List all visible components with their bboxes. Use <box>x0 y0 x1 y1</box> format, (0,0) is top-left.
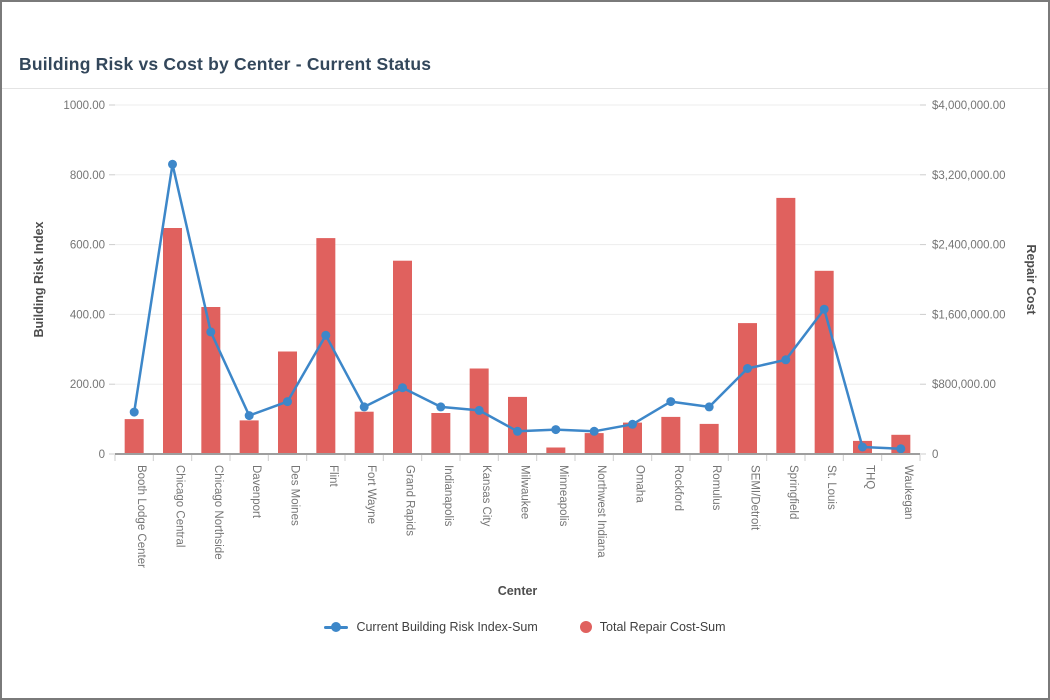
line-point-THQ[interactable] <box>858 442 867 452</box>
svg-text:Booth Lodge Center: Booth Lodge Center <box>135 465 147 568</box>
svg-text:Des Moines: Des Moines <box>289 465 301 526</box>
line-point-Waukegan[interactable] <box>896 444 906 454</box>
svg-text:Flint: Flint <box>327 465 339 488</box>
line-point-Flint[interactable] <box>321 330 331 340</box>
line-point-Milwaukee[interactable] <box>513 426 522 436</box>
svg-text:$1,600,000.00: $1,600,000.00 <box>932 309 1006 321</box>
bar-Grand Rapids[interactable] <box>393 260 412 454</box>
svg-text:$3,200,000.00: $3,200,000.00 <box>932 170 1006 182</box>
line-point-Chicago Central[interactable] <box>168 159 177 169</box>
svg-text:Fort Wayne: Fort Wayne <box>365 465 377 524</box>
svg-text:Minneapolis: Minneapolis <box>557 465 569 527</box>
svg-text:$2,400,000.00: $2,400,000.00 <box>932 240 1006 252</box>
svg-text:200.00: 200.00 <box>70 379 105 391</box>
svg-text:0: 0 <box>99 449 105 461</box>
line-point-Northwest Indiana[interactable] <box>589 426 599 436</box>
bar-Flint[interactable] <box>316 238 336 454</box>
bar-Fort Wayne[interactable] <box>354 411 374 454</box>
line-point-Springfield[interactable] <box>781 355 791 365</box>
line-point-Minneapolis[interactable] <box>551 425 561 435</box>
svg-text:400.00: 400.00 <box>70 309 105 321</box>
svg-text:$4,000,000.00: $4,000,000.00 <box>932 100 1006 112</box>
svg-text:Chicago Northside: Chicago Northside <box>212 465 224 560</box>
bar-Chicago Central[interactable] <box>163 228 182 454</box>
svg-text:Omaha: Omaha <box>634 465 646 503</box>
line-point-Booth Lodge Center[interactable] <box>129 407 139 417</box>
svg-text:$800,000.00: $800,000.00 <box>932 379 996 391</box>
svg-text:600.00: 600.00 <box>70 240 105 252</box>
svg-text:Grand Rapids: Grand Rapids <box>404 465 416 536</box>
legend-label-repair-cost: Total Repair Cost-Sum <box>599 620 726 634</box>
legend-label-risk-index: Current Building Risk Index-Sum <box>356 620 538 634</box>
x-axis-title: Center <box>498 584 538 598</box>
bar-Davenport[interactable] <box>239 420 259 454</box>
svg-text:Springfield: Springfield <box>787 465 799 519</box>
svg-text:800.00: 800.00 <box>70 170 105 182</box>
y-right-tick-labels: 0 $800,000.00 $1,600,000.00 $2,400,000.00 $3… <box>932 100 1006 461</box>
svg-text:Romulus: Romulus <box>710 465 722 511</box>
right-axis-title: Repair Cost <box>1024 244 1038 315</box>
svg-text:Waukegan: Waukegan <box>902 465 914 520</box>
line-point-Des Moines[interactable] <box>283 397 292 407</box>
bar-Northwest Indiana[interactable] <box>584 433 604 454</box>
bar-St. Louis[interactable] <box>814 270 834 454</box>
line-point-Fort Wayne[interactable] <box>359 402 369 412</box>
svg-text:St. Louis: St. Louis <box>825 465 837 510</box>
gridlines <box>109 104 926 455</box>
bar-series-legend-icon <box>579 621 592 633</box>
line-point-Romulus[interactable] <box>704 402 714 412</box>
left-axis-title: Building Risk Index <box>32 221 46 337</box>
chart-legend: Current Building Risk Index-Sum Total Re… <box>2 620 1048 634</box>
svg-text:0: 0 <box>932 449 938 461</box>
svg-text:Northwest Indiana: Northwest Indiana <box>595 465 607 558</box>
line-point-Chicago Northside[interactable] <box>206 327 216 337</box>
bar-Milwaukee[interactable] <box>508 396 527 454</box>
line-point-Omaha[interactable] <box>628 419 637 429</box>
line-point-Grand Rapids[interactable] <box>398 383 407 393</box>
svg-text:Kansas City: Kansas City <box>480 465 492 527</box>
line-point-Davenport[interactable] <box>244 411 254 421</box>
bar-Indianapolis[interactable] <box>431 413 451 454</box>
svg-text:1000.00: 1000.00 <box>63 100 105 112</box>
line-point-Rockford[interactable] <box>666 397 676 407</box>
svg-text:Milwaukee: Milwaukee <box>519 465 531 519</box>
bar-Springfield[interactable] <box>776 197 796 454</box>
bar-Booth Lodge Center[interactable] <box>124 419 144 454</box>
line-point-Kansas City[interactable] <box>474 405 484 415</box>
bar-Omaha[interactable] <box>623 422 642 454</box>
line-point-Indianapolis[interactable] <box>436 402 446 412</box>
svg-text:Chicago Central: Chicago Central <box>174 465 186 547</box>
y-left-tick-labels: 0 200.00 400.00 600.00 800.00 1000.00 <box>63 100 105 461</box>
svg-text:SEMI/Detroit: SEMI/Detroit <box>749 465 761 531</box>
svg-text:Davenport: Davenport <box>250 465 262 519</box>
chart-title: Building Risk vs Cost by Center - Curren… <box>19 54 432 74</box>
bar-Romulus[interactable] <box>699 423 719 454</box>
line-series-legend-icon <box>324 621 349 632</box>
x-axis-ticks <box>114 455 921 461</box>
legend-item-risk-index[interactable]: Current Building Risk Index-Sum <box>324 620 538 634</box>
bar-SEMI/Detroit[interactable] <box>738 323 757 454</box>
title-divider <box>2 88 1048 89</box>
line-point-SEMI/Detroit[interactable] <box>743 364 752 373</box>
bar-Rockford[interactable] <box>661 416 681 454</box>
bar-Minneapolis[interactable] <box>546 447 566 455</box>
x-category-labels: Booth Lodge Center Chicago Central Chicago… <box>135 465 914 568</box>
svg-text:Indianapolis: Indianapolis <box>442 465 454 527</box>
legend-item-repair-cost[interactable]: Total Repair Cost-Sum <box>579 620 726 634</box>
svg-text:THQ: THQ <box>864 465 876 489</box>
line-markers <box>129 159 906 454</box>
line-point-St. Louis[interactable] <box>819 304 829 314</box>
svg-text:Rockford: Rockford <box>672 465 684 511</box>
bar-series <box>124 197 911 455</box>
